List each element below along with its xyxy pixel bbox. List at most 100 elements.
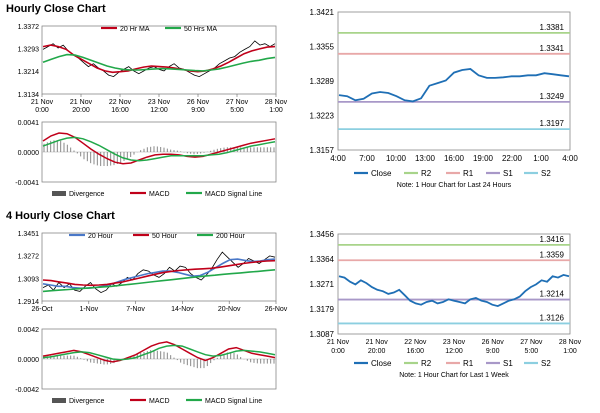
y-tick-label: 1.3355 bbox=[310, 43, 335, 52]
x-tick-label: 27 Nov bbox=[226, 99, 249, 106]
y-tick-label: 0.0000 bbox=[18, 357, 40, 364]
x-tick-label: 26-Nov bbox=[265, 306, 288, 313]
chart-note: Note: 1 Hour Chart for Last 24 Hours bbox=[397, 182, 512, 189]
y-tick-label: 1.3223 bbox=[310, 112, 335, 121]
y-tick-label: 1.2914 bbox=[18, 299, 40, 306]
legend-label-r2: R2 bbox=[421, 169, 432, 178]
legend-label-s1: S1 bbox=[503, 169, 513, 178]
x-tick-label: 5:00 bbox=[525, 348, 539, 355]
legend-label-200-hour: 200 Hour bbox=[216, 233, 245, 240]
x-tick-label: 21 Nov bbox=[327, 339, 350, 346]
x-tick-label: 16:00 bbox=[407, 348, 425, 355]
four-hourly-pivot-chart: 1.3456 1.3364 1.3271 1.3179 1.3087 1.3416 1.33… bbox=[310, 230, 582, 379]
x-tick-label: 13:00 bbox=[415, 154, 436, 163]
x-tick-label: 5:00 bbox=[230, 107, 244, 114]
hourly-macd-chart: 0.0041 0.0000 -0.0041 Divergence MACD MACD Si… bbox=[15, 120, 277, 198]
legend-label-close: Close bbox=[371, 359, 392, 368]
y-tick-label: 0.0000 bbox=[18, 150, 40, 157]
x-tick-label: 28 Nov bbox=[265, 99, 288, 106]
y-tick-label: 1.3289 bbox=[310, 77, 335, 86]
y-tick-label: 1.3293 bbox=[18, 47, 40, 54]
legend-label-50-hour: 50 Hour bbox=[152, 233, 178, 240]
series-line-50-hour bbox=[42, 259, 276, 287]
x-tick-label: 4:00 bbox=[562, 154, 578, 163]
y-tick-label: -0.0041 bbox=[15, 180, 39, 187]
legend-label-s1: S1 bbox=[503, 359, 513, 368]
pivot-label-s2: 1.3126 bbox=[540, 313, 565, 322]
x-tick-label: 1-Nov bbox=[79, 306, 98, 313]
plot-area bbox=[41, 25, 277, 95]
y-tick-label: 1.3364 bbox=[310, 255, 335, 264]
legend-label-r1: R1 bbox=[463, 169, 474, 178]
x-tick-label: 16:00 bbox=[111, 107, 129, 114]
series-line-macd-signal-line bbox=[42, 136, 276, 162]
legend-swatch-divergence bbox=[52, 191, 66, 196]
x-tick-label: 20:00 bbox=[368, 348, 386, 355]
legend-label-divergence: Divergence bbox=[69, 191, 105, 198]
pivot-label-r2: 1.3416 bbox=[540, 235, 565, 244]
y-tick-label: 1.3093 bbox=[18, 276, 40, 283]
x-tick-label: 9:00 bbox=[191, 107, 205, 114]
x-tick-label: 21 Nov bbox=[366, 339, 389, 346]
series-line-price bbox=[42, 251, 276, 294]
legend-label-20-hr-ma: 20 Hr MA bbox=[120, 26, 150, 33]
series-line-50-hrs-ma bbox=[42, 53, 276, 72]
x-tick-label: 23 Nov bbox=[148, 99, 171, 106]
chart-note: Note: 1 Hour Chart for Last 1 Week bbox=[399, 372, 509, 379]
legend-label-50-hrs-ma: 50 Hrs MA bbox=[184, 26, 217, 33]
y-tick-label: 1.3456 bbox=[310, 230, 335, 239]
x-tick-label: 20:00 bbox=[72, 107, 90, 114]
pivot-label-s1: 1.3214 bbox=[540, 290, 565, 299]
legend-swatch-divergence bbox=[52, 398, 66, 403]
plot-area bbox=[337, 233, 571, 335]
legend-label-divergence: Divergence bbox=[69, 398, 105, 405]
pivot-label-s1: 1.3249 bbox=[540, 92, 565, 101]
plot-area bbox=[337, 11, 571, 151]
y-tick-label: 1.3134 bbox=[18, 92, 40, 99]
y-tick-label: 1.3451 bbox=[18, 231, 40, 238]
y-tick-label: -0.0042 bbox=[15, 387, 39, 394]
x-tick-label: 21 Nov bbox=[31, 99, 54, 106]
y-tick-label: 1.3087 bbox=[310, 330, 335, 339]
legend-label-r2: R2 bbox=[421, 359, 432, 368]
x-tick-label: 26 Nov bbox=[482, 339, 505, 346]
x-tick-label: 10:00 bbox=[386, 154, 407, 163]
x-tick-label: 26-Oct bbox=[31, 306, 52, 313]
x-tick-label: 22 Nov bbox=[404, 339, 427, 346]
x-tick-label: 12:00 bbox=[150, 107, 168, 114]
x-tick-label: 22 Nov bbox=[109, 99, 132, 106]
y-tick-label: 1.3214 bbox=[18, 69, 40, 76]
x-tick-label: 19:00 bbox=[473, 154, 494, 163]
series-line-close bbox=[338, 68, 570, 103]
series-line-close bbox=[338, 273, 570, 308]
x-tick-label: 26 Nov bbox=[187, 99, 210, 106]
x-tick-label: 0:00 bbox=[35, 107, 49, 114]
y-tick-label: 1.3272 bbox=[18, 254, 40, 261]
x-tick-label: 1:00 bbox=[563, 348, 577, 355]
x-tick-label: 27 Nov bbox=[520, 339, 543, 346]
x-tick-label: 22:00 bbox=[502, 154, 523, 163]
y-tick-label: 1.3421 bbox=[310, 8, 335, 17]
x-tick-label: 16:00 bbox=[444, 154, 465, 163]
x-tick-label: 23 Nov bbox=[443, 339, 466, 346]
legend-label-s2: S2 bbox=[541, 169, 551, 178]
y-tick-label: 1.3179 bbox=[310, 305, 335, 314]
four-hourly-macd-chart: 0.0042 0.0000 -0.0042 Divergence MACD MACD Si… bbox=[15, 327, 277, 405]
hourly-section-title: Hourly Close Chart bbox=[6, 3, 106, 15]
x-tick-label: 20-Nov bbox=[218, 306, 241, 313]
pivot-label-r1: 1.3359 bbox=[540, 250, 565, 259]
legend-label-macd-signal: MACD Signal Line bbox=[205, 191, 262, 198]
x-tick-label: 12:00 bbox=[445, 348, 463, 355]
legend-label-20-hour: 20 Hour bbox=[88, 233, 114, 240]
legend-label-s2: S2 bbox=[541, 359, 551, 368]
x-tick-label: 1:00 bbox=[533, 154, 549, 163]
x-tick-label: 0:00 bbox=[331, 348, 345, 355]
series-line-macd bbox=[42, 132, 276, 165]
x-tick-label: 28 Nov bbox=[559, 339, 582, 346]
legend-label-close: Close bbox=[371, 169, 392, 178]
y-tick-label: 0.0041 bbox=[18, 120, 40, 127]
legend-label-macd: MACD bbox=[149, 398, 170, 405]
x-tick-label: 7:00 bbox=[359, 154, 375, 163]
pivot-label-s2: 1.3197 bbox=[540, 119, 565, 128]
